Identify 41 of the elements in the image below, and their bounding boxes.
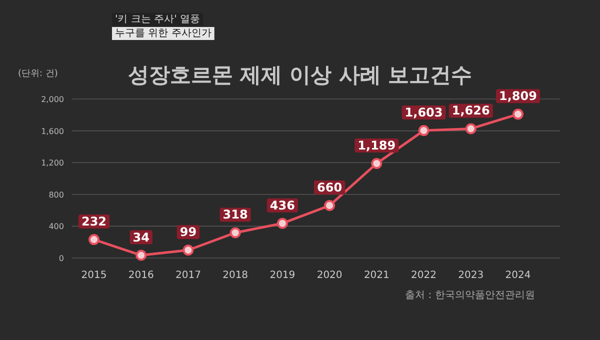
y-tick-label: 1,600	[41, 126, 64, 136]
data-label: 232	[81, 214, 107, 229]
point	[324, 200, 336, 212]
y-tick-label: 2,000	[41, 95, 64, 104]
source-note: 출처 : 한국의약품안전관리원	[405, 290, 535, 301]
data-label: 436	[270, 198, 295, 212]
x-tick-label: 2019	[270, 270, 296, 281]
data-label: 318	[222, 208, 248, 222]
data-label: 1,626	[452, 104, 490, 118]
point	[230, 227, 241, 238]
point	[136, 250, 147, 261]
x-tick-label: 2023	[458, 270, 484, 281]
data-label: 34	[132, 230, 150, 244]
point	[418, 125, 430, 136]
point	[276, 218, 288, 229]
y-tick-label: 800	[48, 190, 64, 200]
x-tick-label: 2021	[364, 270, 390, 281]
data-label: 1,189	[358, 138, 396, 152]
y-tick-label: 0	[58, 254, 64, 263]
chart-title: 성장호르몬 제제 이상 사례 보고건수	[128, 63, 472, 87]
y-axis-title: (단위: 건)	[18, 69, 58, 79]
point	[88, 234, 100, 246]
data-label: 660	[317, 180, 342, 195]
y-tick-label: 400	[48, 222, 64, 232]
x-tick-label: 2018	[222, 270, 248, 281]
x-tick-label: 2016	[128, 270, 154, 281]
point	[512, 108, 524, 120]
point	[182, 244, 194, 256]
x-tick-label: 2017	[175, 270, 201, 281]
point	[465, 123, 476, 134]
x-tick-label: 2020	[316, 270, 342, 281]
x-tick-label: 2015	[81, 270, 107, 281]
data-label: 99	[180, 225, 197, 240]
data-label: 1,603	[404, 106, 443, 120]
data-label: 1,809	[499, 89, 537, 104]
x-tick-label: 2024	[505, 270, 531, 281]
point	[371, 158, 382, 169]
text: 누구를 위한 주사인가	[115, 28, 212, 39]
x-tick-label: 2022	[411, 270, 437, 281]
text: '키 크는 주사' 열풍	[115, 14, 200, 25]
y-tick-label: 1,200	[41, 158, 64, 168]
